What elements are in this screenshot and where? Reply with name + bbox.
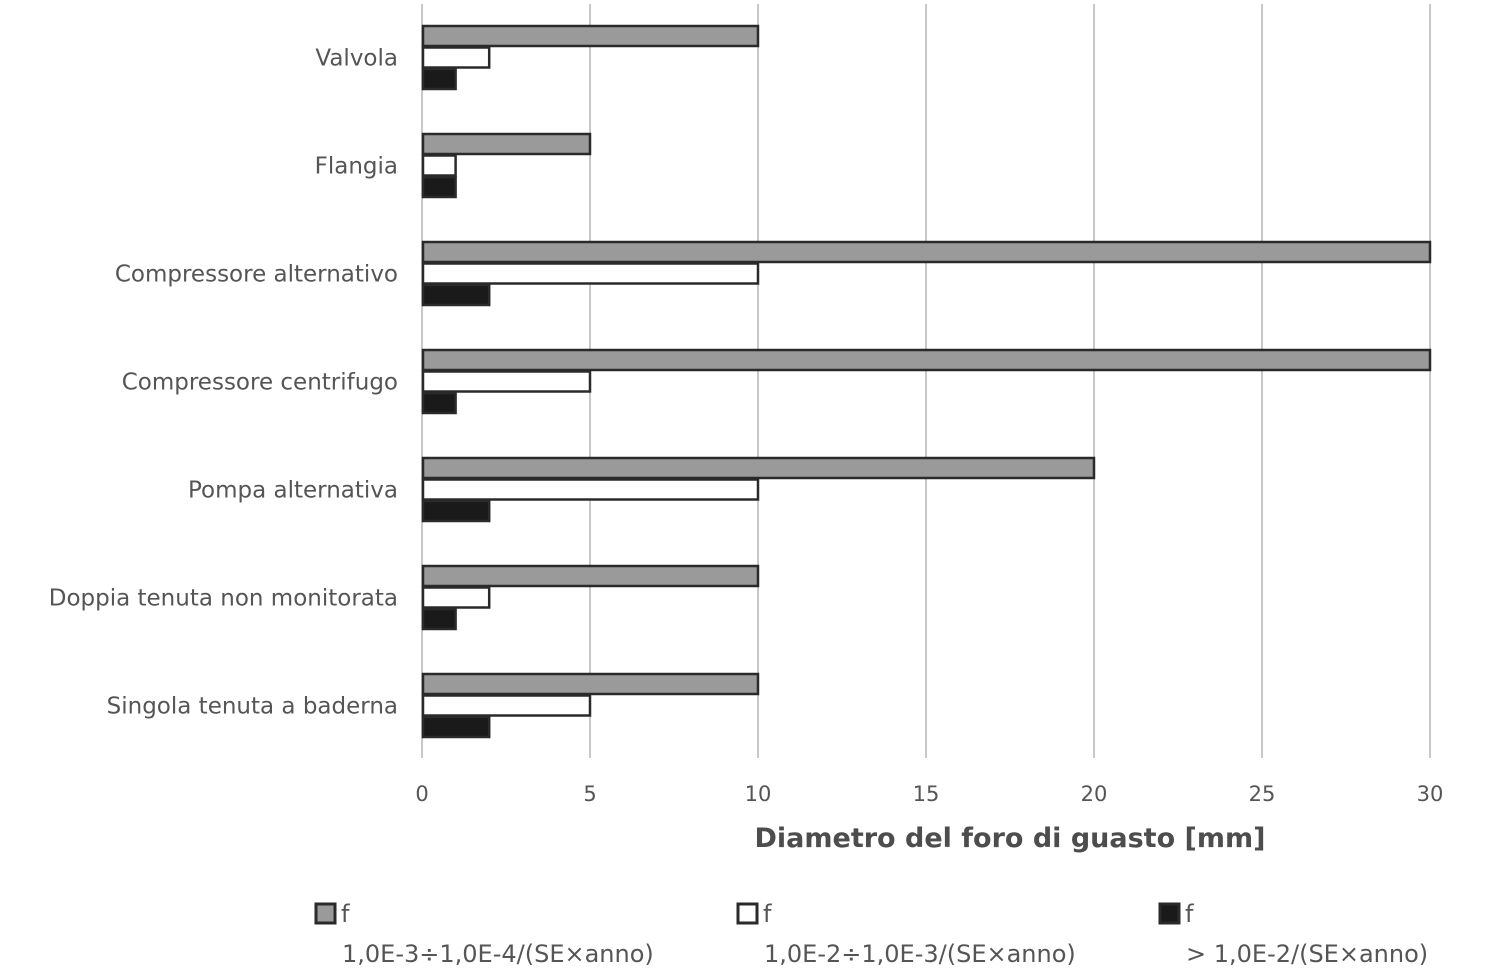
category-label: Singola tenuta a baderna — [107, 694, 398, 720]
bar — [421, 499, 491, 523]
legend-swatch — [736, 902, 759, 925]
x-tick-label: 5 — [583, 782, 596, 806]
legend-item: f 1,0E-3÷1,0E-4/(SE×anno) — [314, 900, 654, 968]
bar — [421, 715, 491, 739]
category-label: Valvola — [315, 46, 398, 72]
legend-series-name: f — [1185, 900, 1194, 928]
bar — [421, 262, 760, 285]
bar — [421, 370, 592, 393]
x-axis-title: Diametro del foro di guasto [mm] — [755, 823, 1266, 854]
category-label: Flangia — [315, 154, 398, 180]
x-tick-label: 10 — [745, 782, 772, 806]
x-tick-label: 30 — [1417, 782, 1444, 806]
legend-series-name: f — [341, 900, 350, 928]
bar — [421, 391, 457, 415]
x-tick-label: 20 — [1081, 782, 1108, 806]
x-tick-label: 25 — [1249, 782, 1276, 806]
legend: f 1,0E-3÷1,0E-4/(SE×anno) f 1,0E-2÷1,0E-3/(… — [314, 900, 1428, 968]
bar — [421, 154, 457, 177]
bar — [421, 456, 1096, 480]
legend-item: f > 1,0E-2/(SE×anno) — [1158, 900, 1428, 968]
bar — [421, 348, 1432, 372]
bar — [421, 672, 760, 696]
bar — [421, 694, 592, 717]
category-labels: Valvola Flangia Compressore alternativo Com… — [49, 46, 398, 720]
x-tick-labels: 0 5 10 15 20 25 30 — [415, 782, 1443, 806]
legend-series-subtitle: 1,0E-2÷1,0E-3/(SE×anno) — [764, 940, 1076, 968]
category-label: Compressore alternativo — [115, 262, 398, 288]
legend-swatch — [1158, 902, 1181, 925]
bar — [421, 586, 491, 609]
bar — [421, 46, 491, 69]
legend-swatch — [314, 902, 337, 925]
category-label: Doppia tenuta non monitorata — [49, 586, 398, 612]
bar — [421, 240, 1432, 264]
legend-series-subtitle: 1,0E-3÷1,0E-4/(SE×anno) — [342, 940, 654, 968]
bar — [421, 607, 457, 631]
bar — [421, 24, 760, 48]
x-tick-label: 15 — [913, 782, 940, 806]
bar — [421, 175, 457, 199]
bar — [421, 564, 760, 588]
bar — [421, 478, 760, 501]
legend-series-name: f — [763, 900, 772, 928]
x-tick-label: 0 — [415, 782, 428, 806]
bar — [421, 67, 457, 91]
category-label: Pompa alternativa — [188, 478, 398, 504]
bars — [421, 24, 1432, 739]
gridlines — [421, 4, 1431, 758]
legend-item: f 1,0E-2÷1,0E-3/(SE×anno) — [736, 900, 1076, 968]
category-label: Compressore centrifugo — [122, 370, 398, 396]
bar — [421, 283, 491, 307]
bar — [421, 132, 592, 156]
legend-series-subtitle: > 1,0E-2/(SE×anno) — [1186, 940, 1428, 968]
